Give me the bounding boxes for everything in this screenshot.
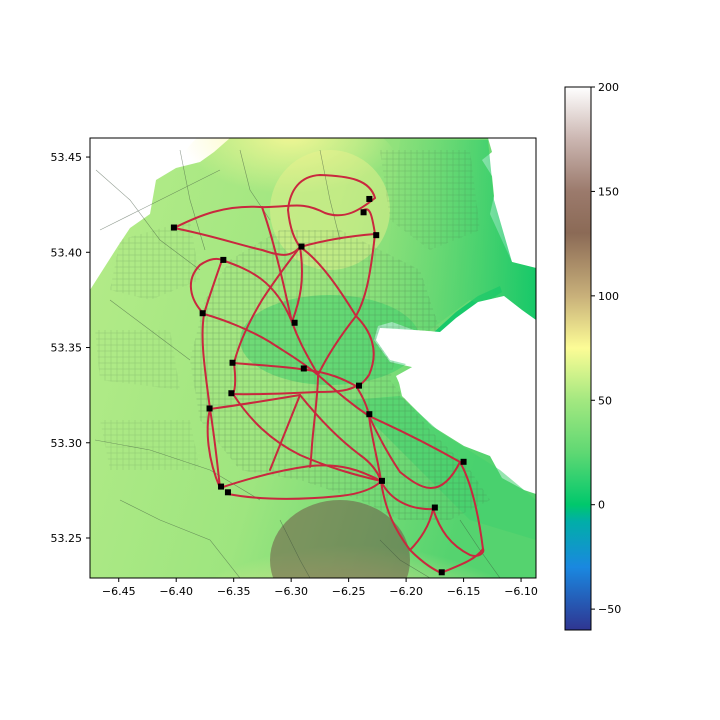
x-tick-label: −6.25: [332, 585, 366, 598]
station-marker: [366, 195, 373, 202]
station-marker: [355, 382, 362, 389]
x-tick-label: −6.35: [217, 585, 251, 598]
station-marker: [220, 256, 227, 263]
station-marker: [360, 209, 367, 216]
station-marker: [206, 405, 213, 412]
y-tick-label: 53.30: [51, 437, 83, 450]
x-tick-label: −6.45: [102, 585, 136, 598]
x-tick-label: −6.20: [389, 585, 423, 598]
y-tick-label: 53.45: [51, 151, 83, 164]
station-marker: [298, 243, 305, 250]
colorbar-tick-label: 150: [598, 185, 619, 198]
station-marker: [366, 411, 373, 418]
station-marker: [199, 310, 206, 317]
route-network: [173, 174, 485, 574]
colorbar-tick-label: −50: [598, 603, 621, 616]
colorbar-tick-label: 200: [598, 81, 619, 94]
x-tick-label: −6.30: [274, 585, 308, 598]
y-tick-label: 53.25: [51, 532, 83, 545]
station-marker: [228, 390, 235, 397]
colorbar: 200 150 100 50 0 −50: [564, 81, 621, 631]
map-plot-area: [90, 138, 536, 578]
x-tick-label: −6.15: [447, 585, 481, 598]
station-marker: [229, 359, 236, 366]
station-marker: [170, 224, 177, 231]
station-marker: [300, 365, 307, 372]
station-marker: [378, 477, 385, 484]
x-axis: −6.45 −6.40 −6.35 −6.30 −6.25 −6.20 −6.15 −6.10: [102, 578, 538, 598]
station-markers: [170, 195, 467, 576]
x-tick-label: −6.40: [159, 585, 193, 598]
y-tick-label: 53.40: [51, 246, 83, 259]
x-tick-label: −6.10: [504, 585, 538, 598]
white-corner: [90, 138, 230, 288]
y-axis: 53.25 53.30 53.35 53.40 53.45: [51, 151, 90, 545]
y-tick-label: 53.35: [51, 342, 83, 355]
colorbar-tick-label: 50: [598, 394, 612, 407]
station-marker: [218, 483, 225, 490]
colorbar-tick-label: 100: [598, 290, 619, 303]
station-marker: [224, 489, 231, 496]
map-frame: [89, 137, 537, 579]
dublin-bay: [376, 296, 536, 452]
colorbar-gradient: [564, 86, 592, 631]
station-marker: [438, 569, 445, 576]
station-marker: [373, 232, 380, 239]
station-marker: [291, 319, 298, 326]
colorbar-tick-label: 0: [598, 499, 605, 512]
station-marker: [431, 504, 438, 511]
station-marker: [460, 458, 467, 465]
urban-area: [190, 230, 490, 520]
colorbar-axis: 200 150 100 50 0 −50: [591, 81, 621, 616]
